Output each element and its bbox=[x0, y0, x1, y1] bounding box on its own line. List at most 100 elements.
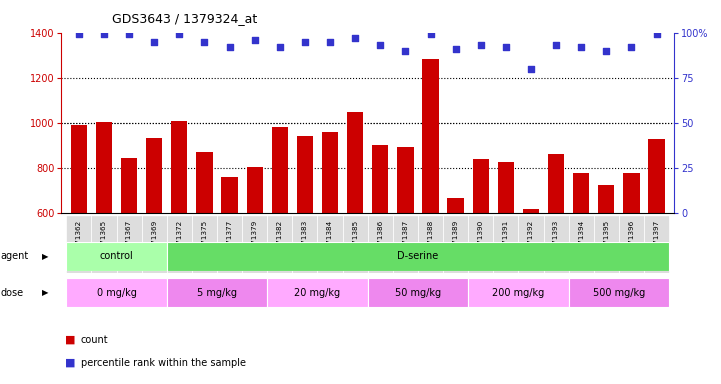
Text: 200 mg/kg: 200 mg/kg bbox=[492, 288, 544, 298]
Bar bbox=[493, 215, 518, 273]
Point bbox=[626, 44, 637, 50]
Text: D-serine: D-serine bbox=[397, 251, 438, 262]
Text: percentile rank within the sample: percentile rank within the sample bbox=[81, 358, 246, 368]
Text: ▶: ▶ bbox=[42, 252, 48, 261]
Bar bbox=[192, 215, 217, 273]
Bar bbox=[272, 127, 288, 213]
Bar bbox=[146, 137, 162, 213]
Text: GSM271377: GSM271377 bbox=[226, 220, 233, 264]
Text: GDS3643 / 1379324_at: GDS3643 / 1379324_at bbox=[112, 12, 257, 25]
Point bbox=[450, 46, 461, 52]
Bar bbox=[372, 146, 389, 213]
Bar bbox=[393, 215, 418, 273]
Bar bbox=[196, 152, 213, 213]
Point bbox=[399, 48, 411, 54]
Text: GSM271390: GSM271390 bbox=[478, 220, 484, 264]
Point bbox=[350, 35, 361, 41]
Bar bbox=[167, 215, 192, 273]
Bar bbox=[518, 215, 544, 273]
Bar bbox=[368, 278, 468, 307]
Bar bbox=[66, 215, 92, 273]
Point bbox=[374, 42, 386, 48]
Bar bbox=[598, 185, 614, 213]
Bar bbox=[497, 162, 514, 213]
Point bbox=[199, 39, 211, 45]
Text: GSM271367: GSM271367 bbox=[126, 220, 132, 264]
Point bbox=[324, 39, 336, 45]
Bar bbox=[267, 215, 292, 273]
Bar bbox=[117, 215, 141, 273]
Point bbox=[651, 31, 663, 38]
Text: GSM271389: GSM271389 bbox=[453, 220, 459, 264]
Bar bbox=[548, 154, 565, 213]
Text: 5 mg/kg: 5 mg/kg bbox=[197, 288, 237, 298]
Text: GSM271387: GSM271387 bbox=[402, 220, 408, 264]
Text: GSM271383: GSM271383 bbox=[302, 220, 308, 264]
Text: GSM271388: GSM271388 bbox=[428, 220, 433, 264]
Bar bbox=[217, 215, 242, 273]
Text: GSM271372: GSM271372 bbox=[177, 220, 182, 264]
Bar bbox=[468, 278, 569, 307]
Bar bbox=[347, 112, 363, 213]
Bar bbox=[569, 278, 669, 307]
Point bbox=[525, 66, 536, 72]
Bar bbox=[644, 215, 669, 273]
Bar bbox=[397, 147, 414, 213]
Bar bbox=[623, 172, 640, 213]
Text: GSM271382: GSM271382 bbox=[277, 220, 283, 264]
Text: ▶: ▶ bbox=[42, 288, 48, 297]
Point bbox=[475, 42, 487, 48]
Point bbox=[299, 39, 311, 45]
Bar bbox=[247, 167, 263, 213]
Text: GSM271379: GSM271379 bbox=[252, 220, 257, 264]
Text: GSM271369: GSM271369 bbox=[151, 220, 157, 264]
Text: agent: agent bbox=[1, 251, 29, 262]
Bar bbox=[523, 209, 539, 213]
Point bbox=[149, 39, 160, 45]
Bar bbox=[468, 215, 493, 273]
Point bbox=[224, 44, 235, 50]
Bar bbox=[242, 215, 267, 273]
Bar bbox=[448, 199, 464, 213]
Bar bbox=[267, 278, 368, 307]
Bar bbox=[96, 122, 112, 213]
Bar bbox=[221, 177, 238, 213]
Bar bbox=[71, 125, 87, 213]
Point bbox=[601, 48, 612, 54]
Point bbox=[550, 42, 562, 48]
Text: 20 mg/kg: 20 mg/kg bbox=[294, 288, 340, 298]
Bar bbox=[472, 159, 489, 213]
Point bbox=[249, 37, 260, 43]
Bar bbox=[544, 215, 569, 273]
Text: GSM271396: GSM271396 bbox=[629, 220, 634, 264]
Bar bbox=[423, 59, 438, 213]
Bar bbox=[121, 158, 137, 213]
Text: 0 mg/kg: 0 mg/kg bbox=[97, 288, 136, 298]
Bar bbox=[418, 215, 443, 273]
Text: dose: dose bbox=[1, 288, 24, 298]
Text: GSM271392: GSM271392 bbox=[528, 220, 534, 264]
Bar bbox=[92, 215, 117, 273]
Point bbox=[98, 31, 110, 38]
Bar bbox=[292, 215, 317, 273]
Bar bbox=[66, 242, 167, 271]
Text: 50 mg/kg: 50 mg/kg bbox=[395, 288, 441, 298]
Bar bbox=[171, 121, 187, 213]
Text: GSM271384: GSM271384 bbox=[327, 220, 333, 264]
Bar bbox=[342, 215, 368, 273]
Bar bbox=[368, 215, 393, 273]
Point bbox=[123, 31, 135, 38]
Point bbox=[274, 44, 286, 50]
Bar bbox=[619, 215, 644, 273]
Text: ■: ■ bbox=[65, 358, 76, 368]
Text: GSM271391: GSM271391 bbox=[503, 220, 509, 264]
Text: GSM271386: GSM271386 bbox=[377, 220, 384, 264]
Text: GSM271365: GSM271365 bbox=[101, 220, 107, 264]
Point bbox=[500, 44, 512, 50]
Bar bbox=[167, 278, 267, 307]
Text: GSM271397: GSM271397 bbox=[653, 220, 660, 264]
Bar bbox=[594, 215, 619, 273]
Bar bbox=[141, 215, 167, 273]
Text: GSM271375: GSM271375 bbox=[201, 220, 208, 264]
Point bbox=[73, 31, 84, 38]
